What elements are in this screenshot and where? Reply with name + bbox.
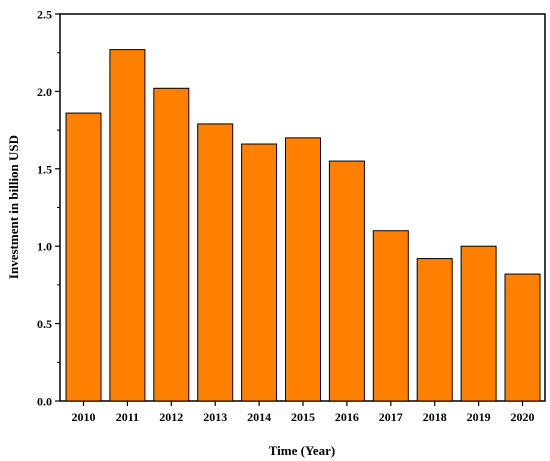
x-tick-label: 2020	[511, 410, 535, 424]
x-axis-title: Time (Year)	[269, 443, 336, 458]
x-tick-label: 2013	[203, 410, 227, 424]
y-tick-label: 0.0	[37, 395, 52, 409]
y-tick-label: 1.5	[37, 162, 52, 176]
x-tick-label: 2019	[467, 410, 491, 424]
bar-2019	[460, 245, 497, 402]
y-tick-label: 2.5	[37, 8, 52, 22]
x-tick-label: 2016	[335, 410, 359, 424]
bar-2018	[416, 258, 453, 402]
x-tick-label: 2011	[116, 410, 139, 424]
bar-2015	[285, 137, 321, 402]
x-tick-label: 2017	[379, 410, 403, 424]
bar-2012	[153, 87, 190, 402]
y-tick-label: 2.0	[37, 85, 52, 99]
bar-2020	[504, 273, 541, 402]
bar-2014	[241, 143, 278, 402]
x-tick-label: 2012	[159, 410, 183, 424]
x-tick-label: 2014	[247, 410, 271, 424]
bar-2013	[197, 123, 234, 402]
x-tick-label: 2018	[423, 410, 447, 424]
x-tick-label: 2015	[291, 410, 315, 424]
bar-2010	[65, 112, 102, 402]
bar-2016	[328, 160, 365, 402]
y-axis-title: Investment in billion USD	[6, 135, 21, 279]
x-tick-label: 2010	[72, 410, 96, 424]
y-tick-label: 0.5	[37, 317, 52, 331]
bar-2017	[372, 230, 409, 402]
x-axis: 2010 2011 2012 2013 2014 2015 2016 2017 2018 2019…	[72, 401, 535, 424]
y-tick-label: 1.0	[37, 240, 52, 254]
bars-group	[65, 49, 541, 402]
y-axis: 0.0 0.5 1.0 1.5 2.0 2.5	[37, 8, 60, 409]
bar-2011	[109, 49, 146, 402]
